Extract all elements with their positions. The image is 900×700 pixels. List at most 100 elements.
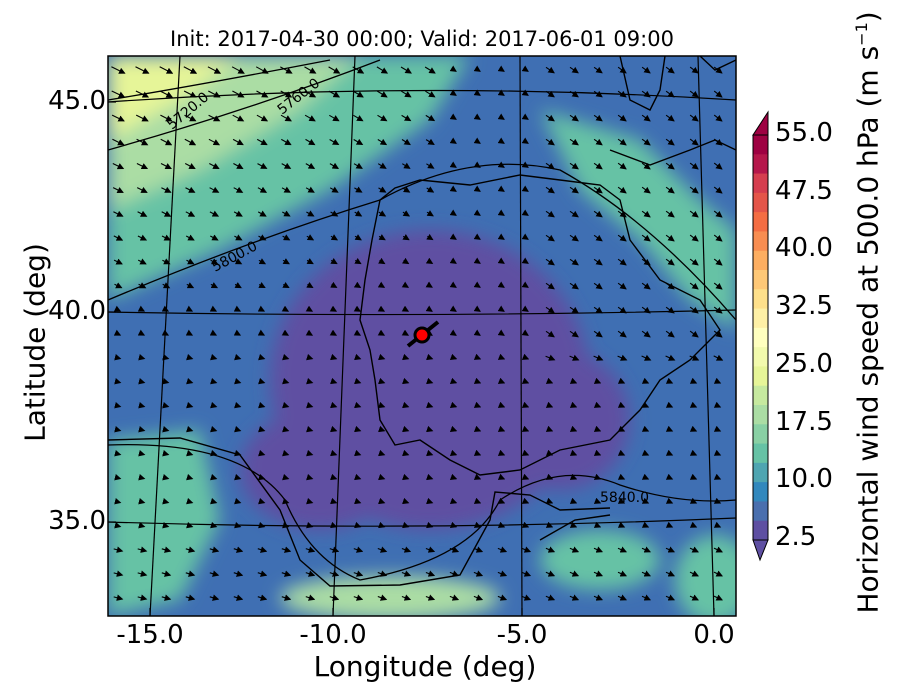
wind-arrow [521, 257, 529, 264]
wind-arrow [617, 258, 627, 266]
wind-arrow [137, 570, 148, 577]
wind-arrow [713, 377, 722, 384]
wind-arrow [713, 186, 723, 194]
wind-arrow [184, 163, 196, 170]
wind-arrow [232, 138, 244, 146]
wind-arrow [569, 570, 580, 577]
wind-arrow [641, 546, 652, 553]
wind-arrow [545, 66, 555, 74]
wind-arrow [617, 449, 626, 456]
wind-arrow [354, 353, 362, 361]
wind-arrow [713, 210, 723, 218]
wind-arrow [234, 521, 242, 529]
wind-arrow [401, 114, 412, 122]
wind-arrow [521, 161, 529, 168]
wind-arrow [160, 163, 172, 169]
wind-arrow [209, 546, 220, 553]
wind-arrow [497, 281, 505, 288]
wind-arrow [231, 66, 245, 74]
wind-arrow [378, 521, 386, 529]
wind-arrow [473, 449, 482, 456]
wind-arrow [425, 546, 436, 553]
wind-arrow [378, 497, 386, 505]
colorbar-band [753, 289, 768, 310]
wind-arrow [209, 329, 218, 336]
wind-arrow [354, 473, 362, 481]
wind-arrow [354, 186, 363, 193]
wind-arrow [234, 401, 242, 409]
wind-arrow [185, 594, 196, 601]
wind-arrow [497, 594, 508, 601]
wind-arrow [689, 114, 699, 122]
wind-arrow [521, 89, 529, 96]
wind-arrow [593, 66, 603, 74]
wind-arrow [426, 497, 434, 505]
wind-arrow [186, 497, 194, 505]
wind-arrow [378, 425, 386, 433]
wind-arrow [186, 282, 195, 289]
wind-arrow [617, 330, 627, 338]
wind-arrow [497, 137, 505, 144]
wind-arrow [378, 257, 386, 265]
wind-arrow [137, 258, 147, 265]
wind-arrow [521, 546, 532, 553]
wind-arrow [209, 186, 220, 193]
wind-arrow [402, 521, 410, 529]
wind-arrow [449, 401, 458, 409]
wind-arrow [617, 377, 626, 384]
wind-arrow [665, 594, 676, 601]
wind-arrow [593, 377, 602, 384]
wind-arrow [113, 234, 124, 241]
wind-arrow [641, 162, 651, 170]
wind-arrow [617, 114, 627, 122]
wind-arrow [569, 186, 579, 194]
wind-arrow [593, 138, 603, 146]
wind-arrow [234, 377, 242, 385]
wind-arrow [545, 377, 554, 384]
wind-arrow [593, 330, 603, 338]
wind-arrow [330, 234, 339, 241]
wind-arrow [641, 473, 650, 480]
wind-arrow [426, 425, 434, 433]
wind-arrow [378, 449, 386, 457]
wind-arrow [378, 401, 386, 409]
wind-arrow [713, 473, 722, 480]
wind-arrow [402, 353, 410, 361]
wind-arrow [137, 546, 148, 553]
colorbar-tick-label: 10.0 [775, 464, 833, 494]
wind-arrow [497, 89, 505, 96]
wind-arrow [593, 258, 603, 266]
colorbar-band [753, 482, 768, 502]
wind-arrow [569, 594, 580, 601]
wind-arrow [521, 233, 529, 240]
wind-arrow [473, 497, 482, 504]
wind-arrow [641, 210, 651, 218]
wind-arrow [138, 474, 146, 481]
wind-arrow [545, 354, 556, 361]
wind-arrow [521, 281, 529, 288]
wind-arrow [161, 594, 172, 601]
wind-arrow [258, 401, 266, 409]
wind-arrow [257, 162, 268, 169]
wind-arrow [401, 329, 410, 336]
wind-arrow [473, 113, 481, 120]
wind-arrow [305, 138, 316, 146]
wind-vectors [111, 65, 724, 601]
wind-speed-field [108, 56, 736, 616]
wind-arrow [114, 450, 122, 457]
wind-arrow [162, 426, 170, 433]
wind-arrow [713, 330, 723, 338]
wind-arrow [473, 594, 484, 601]
wind-arrow [210, 234, 219, 241]
wind-arrow [282, 234, 291, 241]
wind-arrow [569, 114, 579, 122]
wind-arrow [304, 114, 316, 122]
wind-arrow [210, 258, 219, 265]
wind-arrow [354, 210, 363, 217]
wind-arrow [569, 138, 579, 146]
wind-arrow [665, 546, 676, 553]
wind-arrow [593, 306, 603, 314]
colorbar-tick-label: 17.5 [775, 407, 833, 437]
wind-arrow [473, 570, 484, 577]
wind-arrow [159, 90, 173, 98]
